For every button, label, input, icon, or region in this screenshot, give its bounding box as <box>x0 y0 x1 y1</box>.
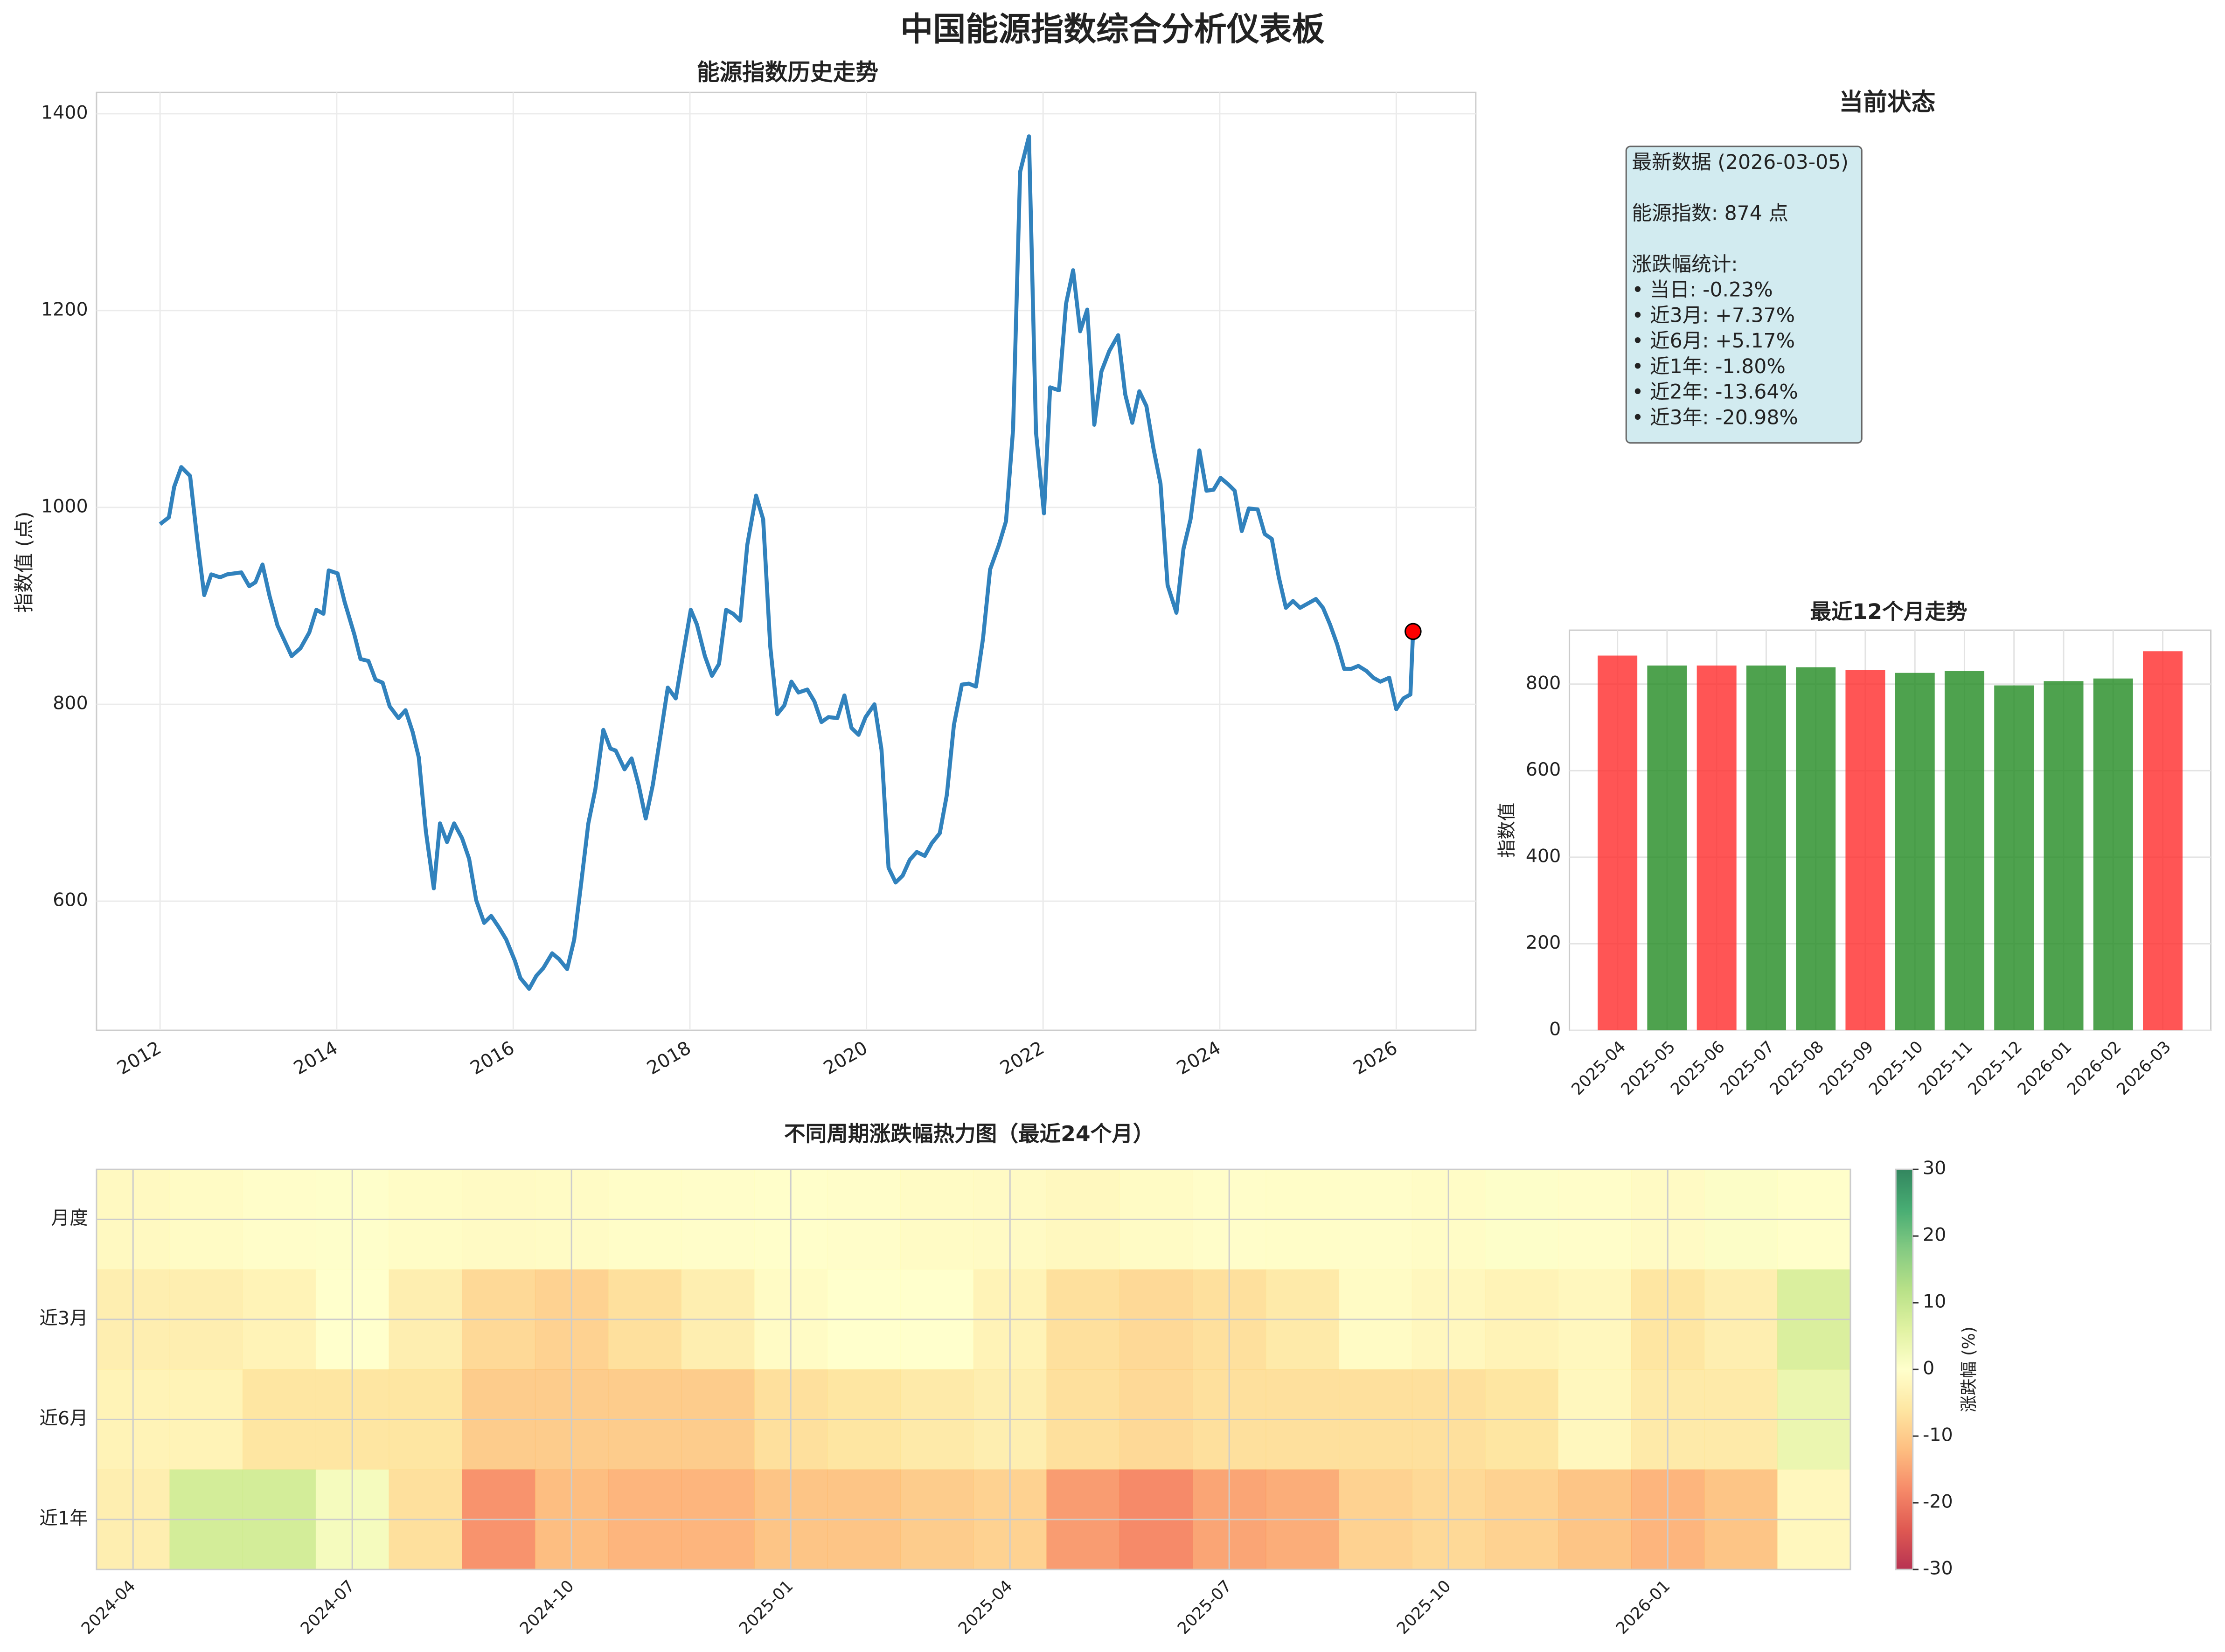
status-line: 涨跌幅统计: <box>1632 253 1738 276</box>
colorbar-tick-label: -30 <box>1923 1558 1953 1579</box>
colorbar-tick-label: -10 <box>1923 1424 1953 1446</box>
plot-area <box>96 91 1477 1031</box>
y-tick-label: 近1年 <box>39 1507 88 1529</box>
y-tick-label: 月度 <box>51 1208 88 1229</box>
y-tick-label: 200 <box>1526 932 1561 953</box>
colorbar-tick-label: 30 <box>1923 1158 1946 1179</box>
bar <box>1647 665 1687 1031</box>
status-line: 最新数据 (2026-03-05) <box>1632 151 1849 174</box>
status-line: • 近6月: +5.17% <box>1632 329 1795 353</box>
status-line: • 当日: -0.23% <box>1632 278 1773 302</box>
bar-title: 最近12个月走势 <box>1810 599 1967 624</box>
status-line: 能源指数: 874 点 <box>1632 201 1788 225</box>
heatmap-frame <box>96 1168 1851 1570</box>
status-line: • 近3年: -20.98% <box>1632 406 1798 429</box>
y-tick-label: 800 <box>1526 672 1561 694</box>
y-tick-label: 600 <box>53 889 88 911</box>
line-series <box>159 134 1415 991</box>
bar <box>2044 681 2084 1031</box>
y-tick-label: 800 <box>53 693 88 714</box>
bar <box>1944 671 1984 1031</box>
bar <box>1746 665 1786 1031</box>
bar <box>2093 678 2133 1031</box>
y-tick-label: 1200 <box>41 298 88 320</box>
colorbar <box>1895 1168 1914 1570</box>
colorbar-tick-label: -20 <box>1923 1491 1953 1513</box>
bar <box>2143 651 2183 1031</box>
bar <box>1845 670 1885 1031</box>
y-tick-label: 近6月 <box>39 1408 88 1429</box>
dashboard-title: 中国能源指数综合分析仪表板 <box>900 10 1324 48</box>
status-line: • 近2年: -13.64% <box>1632 381 1798 404</box>
colorbar-tick-label: 10 <box>1923 1291 1946 1312</box>
y-axis-label: 指数值 <box>1496 803 1518 858</box>
bar <box>1598 655 1638 1031</box>
status-line: • 近3月: +7.37% <box>1632 304 1795 327</box>
line-title: 能源指数历史走势 <box>697 60 878 86</box>
y-tick-label: 近3月 <box>39 1307 88 1329</box>
y-tick-label: 400 <box>1526 845 1561 867</box>
status-line: • 近1年: -1.80% <box>1632 355 1785 378</box>
y-axis-label: 指数值 (点) <box>13 512 36 613</box>
y-tick-label: 1000 <box>41 495 88 517</box>
bar <box>1796 667 1836 1031</box>
colorbar-tick-label: 0 <box>1923 1358 1934 1379</box>
y-tick-label: 0 <box>1549 1019 1561 1040</box>
latest-point <box>1405 623 1422 640</box>
bar <box>1994 685 2034 1031</box>
bar <box>1697 665 1737 1031</box>
heatmap-title: 不同周期涨跌幅热力图（最近24个月） <box>784 1122 1154 1146</box>
y-tick-label: 1400 <box>41 102 88 123</box>
colorbar-tick-label: 20 <box>1923 1224 1946 1246</box>
bar <box>1895 673 1935 1031</box>
y-tick-label: 600 <box>1526 759 1561 780</box>
status-title: 当前状态 <box>1839 89 1936 117</box>
colorbar-label: 涨跌幅 (%) <box>1959 1326 1979 1412</box>
status-box <box>1625 146 1863 444</box>
